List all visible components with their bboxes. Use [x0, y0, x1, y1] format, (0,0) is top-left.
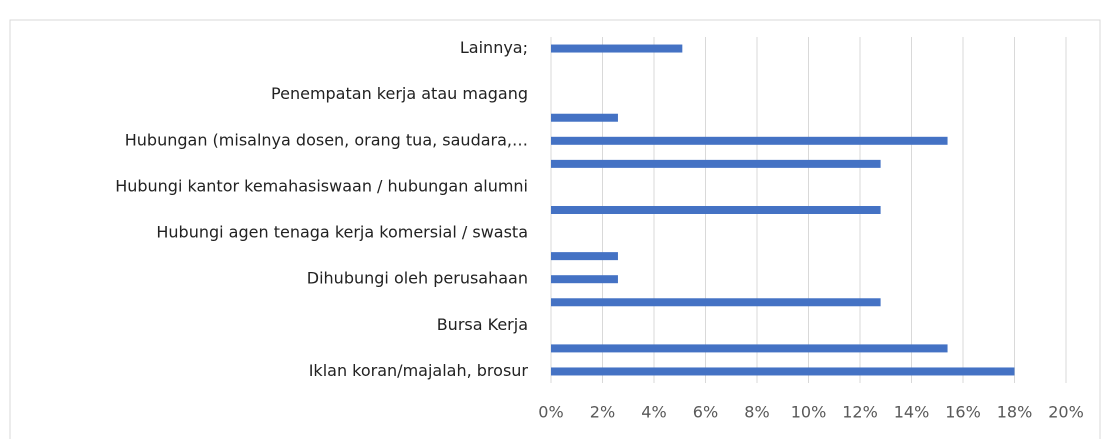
x-tick-label: 0% — [538, 403, 563, 422]
bar — [551, 206, 881, 214]
y-tick-label: Bursa Kerja — [437, 315, 528, 334]
bar — [551, 298, 881, 307]
bar — [551, 252, 618, 261]
x-tick-label: 2% — [590, 403, 615, 422]
bar — [551, 136, 948, 145]
bar — [551, 44, 683, 53]
y-tick-label: Hubungi kantor kemahasiswaan / hubungan … — [115, 176, 528, 195]
y-tick-label: Penempatan kerja atau magang — [271, 84, 528, 103]
bar — [551, 367, 1015, 376]
bar — [551, 344, 948, 353]
x-tick-label: 16% — [945, 403, 981, 422]
x-tick-label: 10% — [791, 403, 827, 422]
bar — [551, 159, 881, 168]
x-tick-label: 20% — [1048, 403, 1084, 422]
bar — [551, 113, 618, 122]
y-tick-label: Lainnya; — [460, 38, 528, 57]
y-tick-label: Hubungan (misalnya dosen, orang tua, sau… — [125, 130, 528, 149]
bar — [551, 275, 618, 284]
chart-border — [9, 19, 1101, 439]
y-tick-label: Dihubungi oleh perusahaan — [307, 269, 528, 288]
y-tick-label: Iklan koran/majalah, brosur — [309, 361, 529, 380]
x-tick-label: 8% — [744, 403, 769, 422]
y-tick-label: Hubungi agen tenaga kerja komersial / sw… — [156, 223, 528, 242]
x-tick-label: 4% — [641, 403, 666, 422]
x-tick-label: 6% — [693, 403, 718, 422]
x-tick-label: 14% — [894, 403, 930, 422]
x-tick-label: 18% — [997, 403, 1033, 422]
x-tick-label: 12% — [842, 403, 878, 422]
